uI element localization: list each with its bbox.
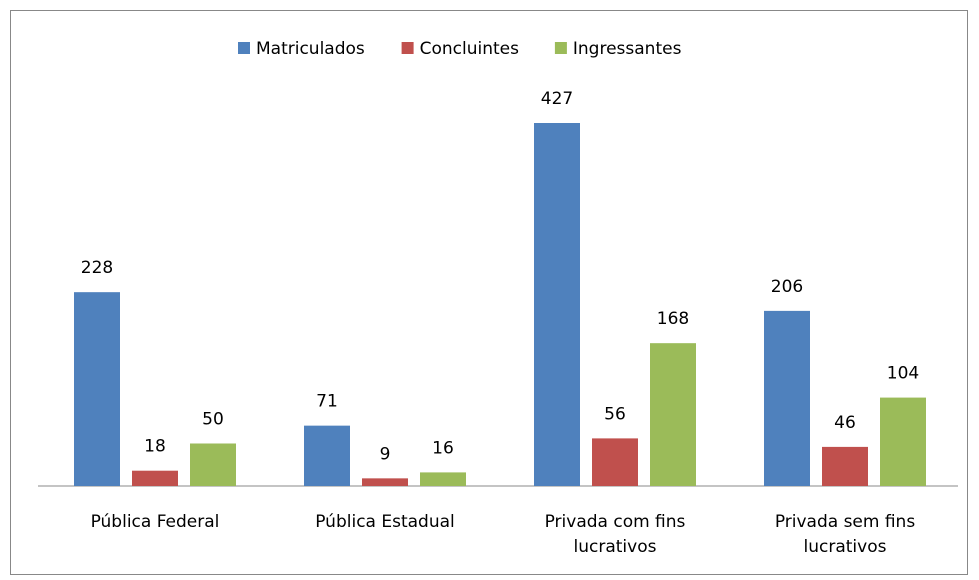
- x-tick-label: Pública Federal: [90, 512, 220, 532]
- data-label: 228: [81, 258, 113, 278]
- legend-swatch: [401, 42, 414, 54]
- bar: [592, 438, 638, 486]
- data-label: 427: [541, 89, 573, 109]
- bar: [74, 292, 120, 486]
- data-label: 16: [432, 438, 454, 458]
- data-label: 50: [202, 409, 224, 429]
- x-tick-label: Privada com fins lucrativos: [544, 512, 686, 557]
- bar: [764, 310, 810, 486]
- bar: [420, 472, 466, 486]
- bar: [190, 443, 236, 486]
- bar: [880, 397, 926, 486]
- bar: [822, 446, 868, 486]
- data-label: 46: [834, 413, 856, 433]
- bar: [534, 123, 580, 486]
- legend-label: Ingressantes: [573, 39, 682, 59]
- legend-swatch: [238, 42, 250, 54]
- data-label: 9: [380, 444, 391, 464]
- bar: [132, 470, 178, 486]
- chart-border: [10, 10, 968, 575]
- bar: [650, 343, 696, 486]
- bar: [362, 478, 408, 486]
- x-tick-label: Privada sem fins lucrativos: [774, 512, 916, 557]
- legend-label: Concluintes: [420, 39, 520, 59]
- data-label: 56: [604, 404, 626, 424]
- data-label: 168: [657, 309, 689, 329]
- data-label: 206: [771, 277, 803, 297]
- data-label: 104: [887, 364, 919, 384]
- data-label: 71: [316, 392, 338, 412]
- bar: [304, 425, 350, 486]
- data-label: 18: [144, 437, 166, 457]
- x-tick-label: Pública Estadual: [315, 512, 455, 532]
- legend-swatch: [554, 42, 567, 54]
- legend-label: Matriculados: [256, 39, 365, 59]
